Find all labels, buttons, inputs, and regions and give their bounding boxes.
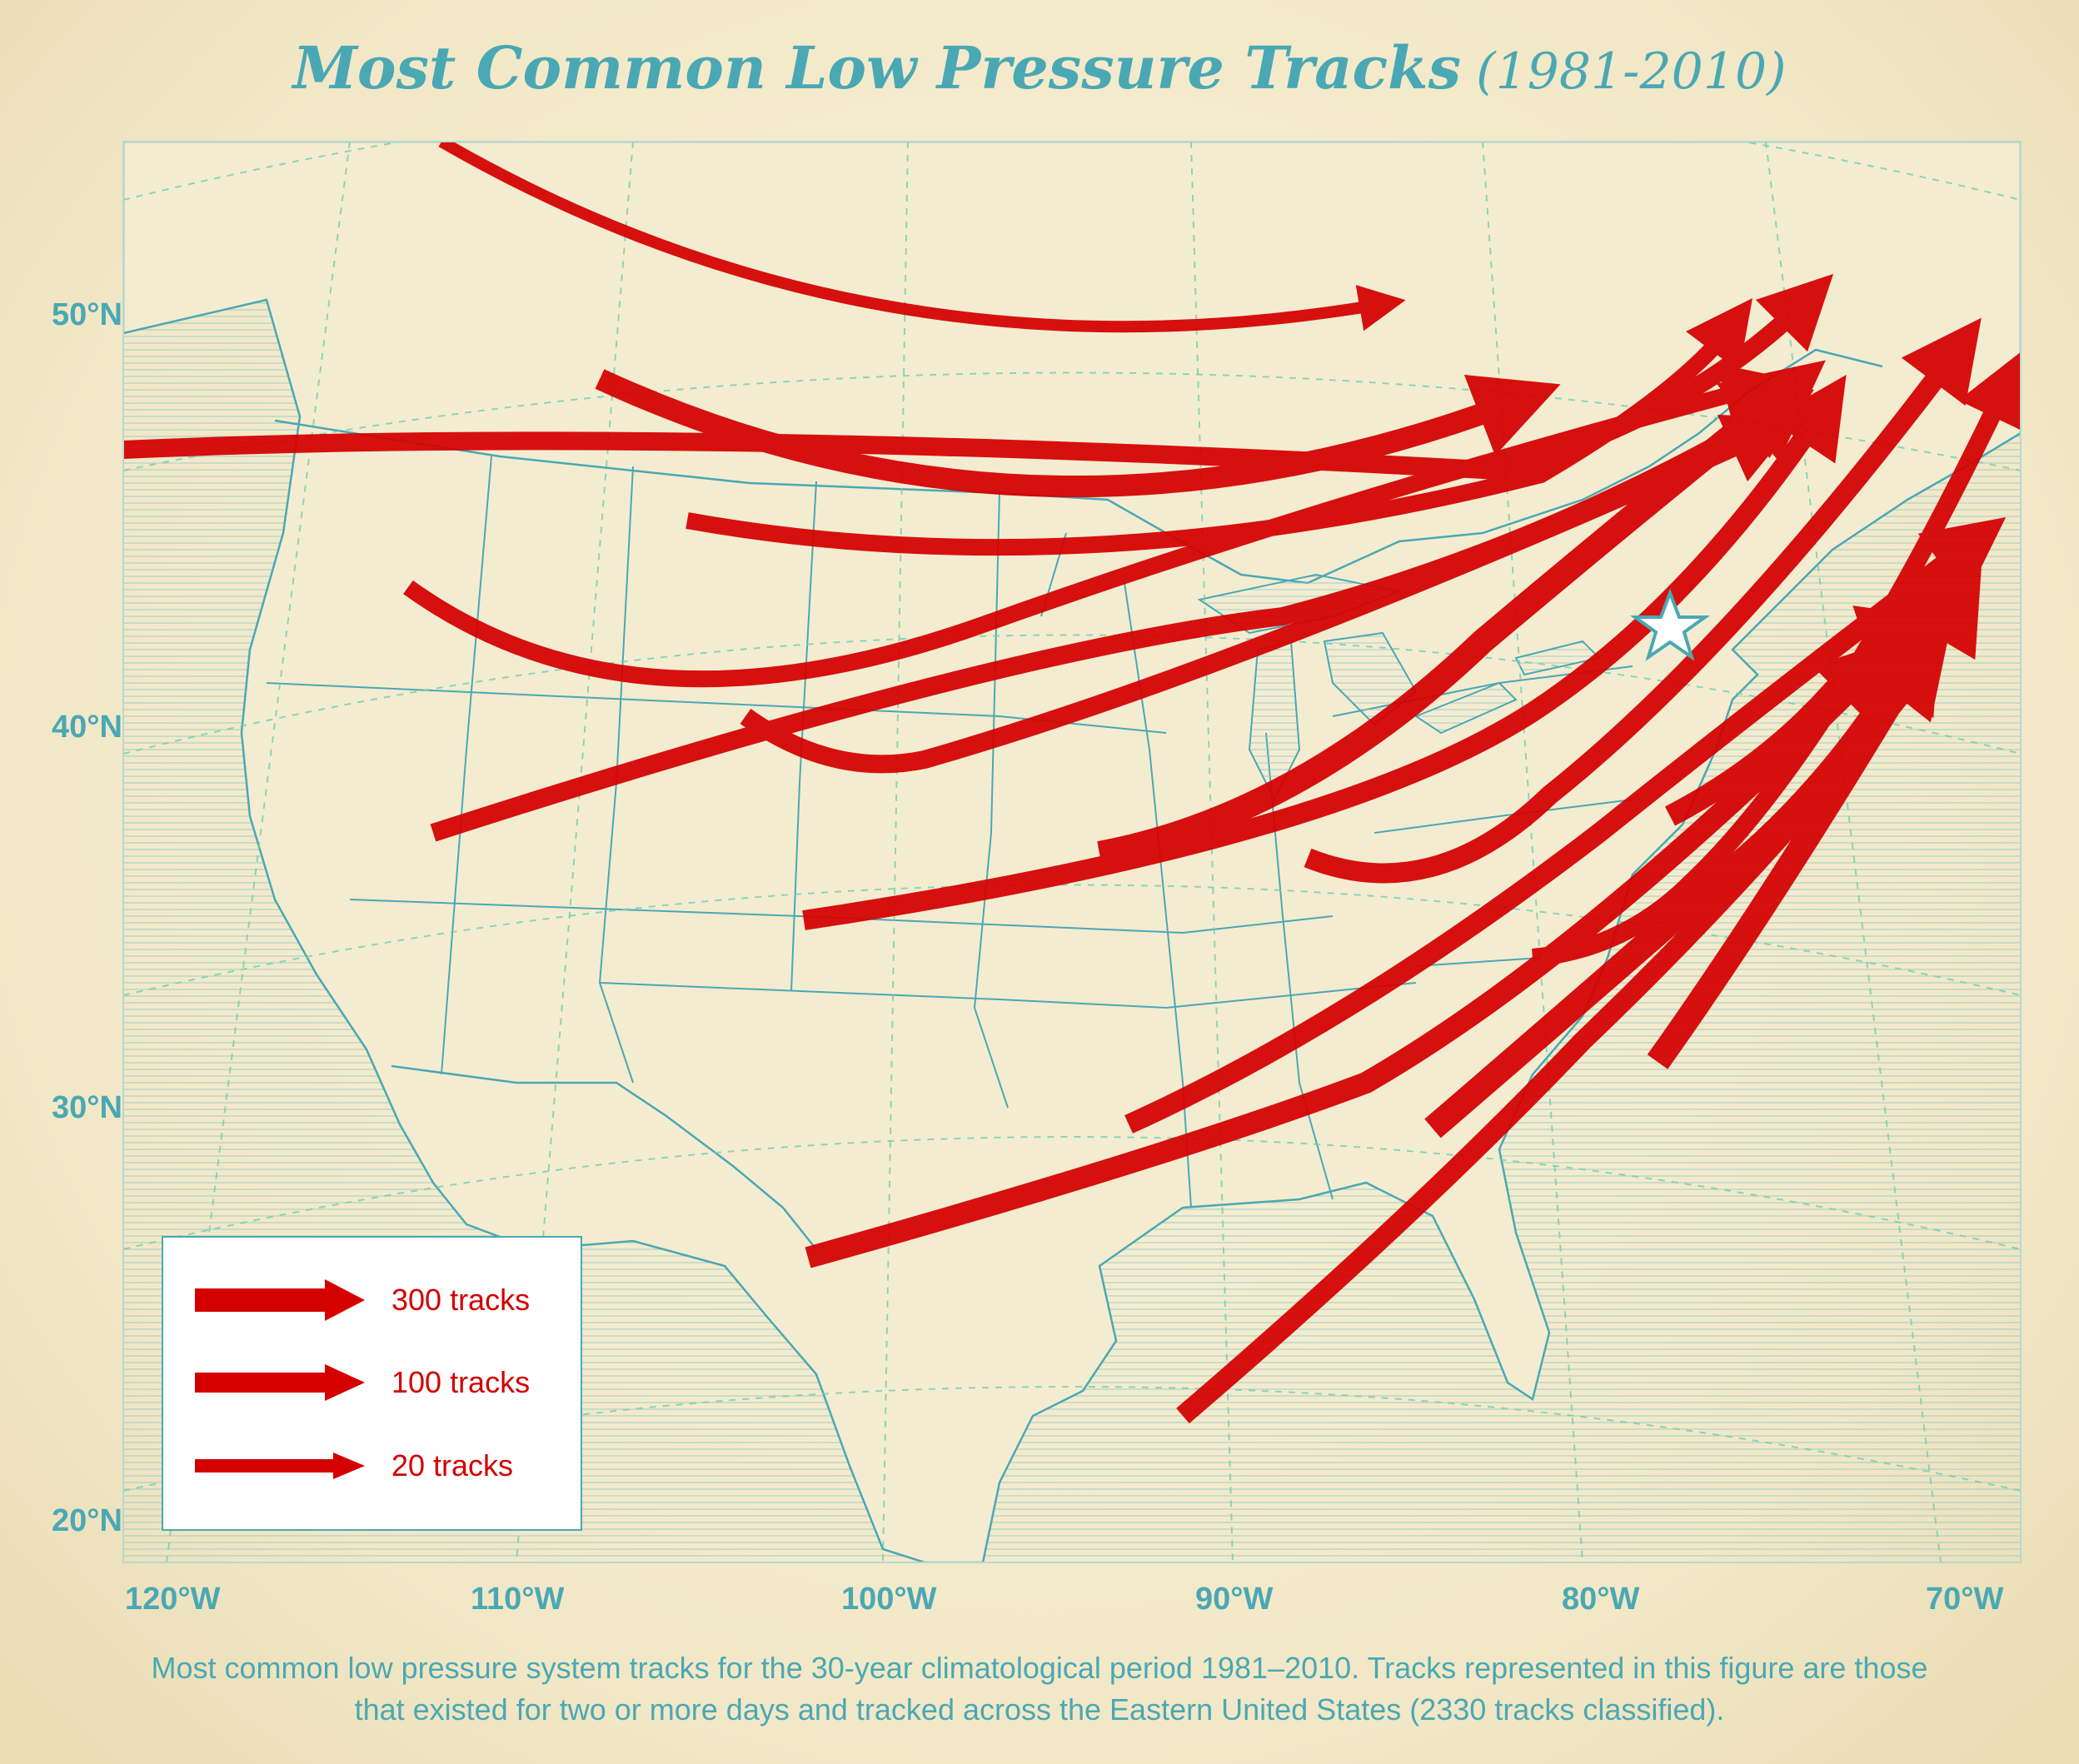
map-frame (122, 141, 2022, 1563)
storm-track-3 (123, 273, 1834, 481)
storm-track-5 (403, 363, 1790, 688)
lat-label-30: 30°N (52, 1090, 122, 1125)
storm-track-17 (1176, 635, 1949, 1424)
figure-caption: Most common low pressure system tracks f… (151, 1651, 1928, 1727)
lon-label-100: 100°W (841, 1582, 937, 1617)
lon-label-90: 90°W (1195, 1582, 1273, 1617)
lon-label-80: 80°W (1562, 1582, 1639, 1617)
lon-label-70: 70°W (1926, 1582, 2003, 1617)
border-us-mexico (391, 1064, 817, 1250)
legend-arrow-20 (195, 1453, 365, 1479)
legend-label-20: 20 tracks (391, 1448, 513, 1482)
legend-label-300: 300 tracks (391, 1283, 530, 1317)
storm-track-2 (595, 369, 1561, 498)
storm-tracks (123, 142, 2021, 1424)
legend-arrow-100 (195, 1364, 365, 1401)
storm-track-7 (740, 415, 1800, 774)
storm-track-8 (1097, 360, 1826, 866)
title-years: (1981-2010) (1476, 42, 1787, 101)
page-title: Most Common Low Pressure Tracks (1981-201… (0, 33, 2079, 102)
lat-label-40: 40°N (52, 710, 122, 745)
lat-label-50: 50°N (52, 297, 122, 332)
storm-track-1 (438, 142, 1406, 333)
land-mass (123, 142, 2021, 1562)
storm-track-4 (686, 298, 1753, 556)
legend-label-100: 100 tracks (391, 1365, 530, 1399)
lat-label-20: 20°N (52, 1503, 122, 1538)
star-icon (1629, 588, 1711, 661)
lon-label-120: 120°W (125, 1582, 221, 1617)
legend: 300 tracks 100 tracks 20 tracks (162, 1236, 582, 1531)
lon-label-110: 110°W (471, 1582, 565, 1617)
title-main: Most Common Low Pressure Tracks (292, 33, 1462, 102)
legend-arrow-300 (195, 1279, 365, 1321)
storm-track-9 (802, 375, 1847, 930)
storm-track-10 (1304, 317, 1982, 884)
storm-track-15 (805, 635, 1905, 1268)
